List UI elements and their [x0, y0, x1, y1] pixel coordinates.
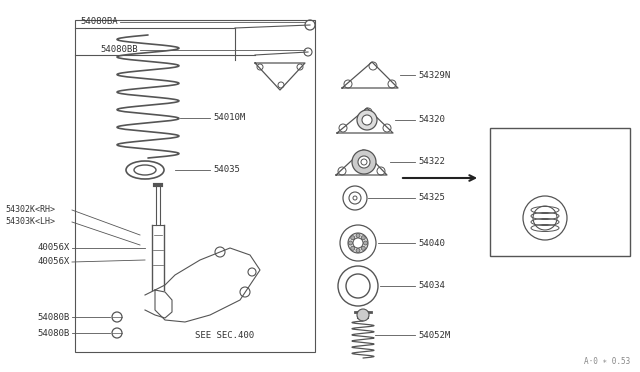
Text: 54325: 54325: [418, 193, 445, 202]
Circle shape: [351, 246, 355, 250]
Circle shape: [362, 115, 372, 125]
Text: 54322: 54322: [418, 157, 445, 167]
Circle shape: [351, 236, 355, 240]
Bar: [75, 20, 315, 352]
Circle shape: [356, 234, 360, 237]
Text: 54034: 54034: [418, 282, 445, 291]
Circle shape: [362, 246, 365, 250]
Circle shape: [349, 241, 353, 245]
Text: 54080B: 54080B: [38, 328, 70, 337]
Text: C,SE: C,SE: [498, 155, 522, 165]
Text: 40056X: 40056X: [38, 244, 70, 253]
Circle shape: [356, 248, 360, 253]
Text: 54303K<LH>: 54303K<LH>: [5, 218, 55, 227]
Text: 54329N: 54329N: [418, 71, 451, 80]
Text: A·0 ∗ 0.53: A·0 ∗ 0.53: [584, 357, 630, 366]
Text: 54052M: 54052M: [418, 330, 451, 340]
Text: 54035: 54035: [213, 166, 240, 174]
Text: SEE SEC.400: SEE SEC.400: [195, 330, 254, 340]
Circle shape: [358, 156, 370, 168]
Text: 54040: 54040: [418, 238, 445, 247]
Text: 54080B: 54080B: [38, 312, 70, 321]
Circle shape: [362, 236, 365, 240]
Text: 54320: 54320: [418, 115, 445, 125]
Circle shape: [352, 150, 376, 174]
Text: 54010M: 54010M: [213, 113, 245, 122]
Text: 40056X: 40056X: [38, 257, 70, 266]
Circle shape: [348, 233, 368, 253]
Text: 54080BA: 54080BA: [81, 17, 118, 26]
Circle shape: [364, 241, 367, 245]
Text: 54080BB: 54080BB: [100, 45, 138, 55]
Bar: [490, 128, 630, 256]
Text: 54329: 54329: [531, 173, 560, 183]
Circle shape: [357, 309, 369, 321]
Text: 54302K<RH>: 54302K<RH>: [5, 205, 55, 215]
Circle shape: [357, 110, 377, 130]
Text: SR20DE: SR20DE: [498, 141, 533, 151]
Circle shape: [353, 238, 363, 248]
